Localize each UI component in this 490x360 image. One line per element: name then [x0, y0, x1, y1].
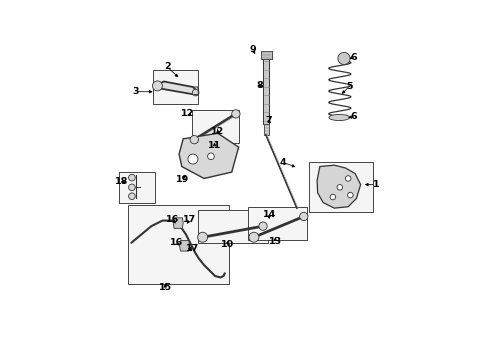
Polygon shape: [157, 81, 197, 94]
Circle shape: [208, 153, 214, 159]
Text: 12: 12: [181, 109, 194, 118]
Text: 5: 5: [346, 82, 353, 91]
Bar: [153, 69, 198, 104]
Circle shape: [249, 232, 259, 242]
Text: 2: 2: [164, 62, 171, 71]
Bar: [264, 124, 269, 135]
Circle shape: [190, 135, 198, 144]
Text: 11: 11: [208, 141, 221, 150]
Bar: [128, 205, 229, 284]
Text: 9: 9: [249, 45, 256, 54]
Polygon shape: [173, 218, 183, 228]
Ellipse shape: [329, 114, 350, 121]
Text: 17: 17: [186, 244, 199, 253]
Text: 6: 6: [350, 53, 357, 62]
Polygon shape: [317, 165, 361, 208]
Text: 6: 6: [350, 112, 357, 121]
Circle shape: [337, 185, 343, 190]
Text: 18: 18: [115, 177, 128, 186]
Circle shape: [300, 212, 308, 221]
Circle shape: [152, 81, 162, 91]
Bar: [248, 207, 307, 240]
Bar: [263, 58, 270, 123]
Circle shape: [128, 174, 135, 181]
Polygon shape: [179, 133, 239, 179]
Text: 8: 8: [256, 81, 263, 90]
Bar: [192, 110, 239, 143]
Circle shape: [128, 193, 135, 199]
Text: 13: 13: [269, 237, 282, 246]
Bar: [309, 162, 373, 212]
Circle shape: [259, 222, 267, 230]
Text: 17: 17: [183, 215, 196, 224]
Text: 16: 16: [166, 215, 179, 224]
Text: 19: 19: [176, 175, 189, 184]
Text: 10: 10: [221, 240, 234, 249]
Bar: [198, 210, 268, 243]
Polygon shape: [180, 240, 190, 251]
Circle shape: [345, 176, 351, 181]
Bar: [120, 172, 155, 203]
Text: 7: 7: [265, 116, 271, 125]
Circle shape: [188, 154, 198, 164]
Text: 3: 3: [132, 87, 139, 96]
Circle shape: [347, 192, 353, 198]
Circle shape: [128, 184, 135, 191]
Text: 15: 15: [159, 283, 172, 292]
Circle shape: [232, 110, 240, 118]
Circle shape: [197, 232, 208, 242]
Text: 14: 14: [263, 210, 276, 219]
Bar: [261, 51, 271, 59]
Circle shape: [330, 194, 336, 200]
Text: 4: 4: [280, 158, 286, 167]
Text: 16: 16: [170, 238, 183, 247]
Text: 12: 12: [211, 127, 224, 136]
Circle shape: [338, 52, 350, 64]
Text: 1: 1: [372, 180, 379, 189]
Circle shape: [193, 89, 199, 96]
